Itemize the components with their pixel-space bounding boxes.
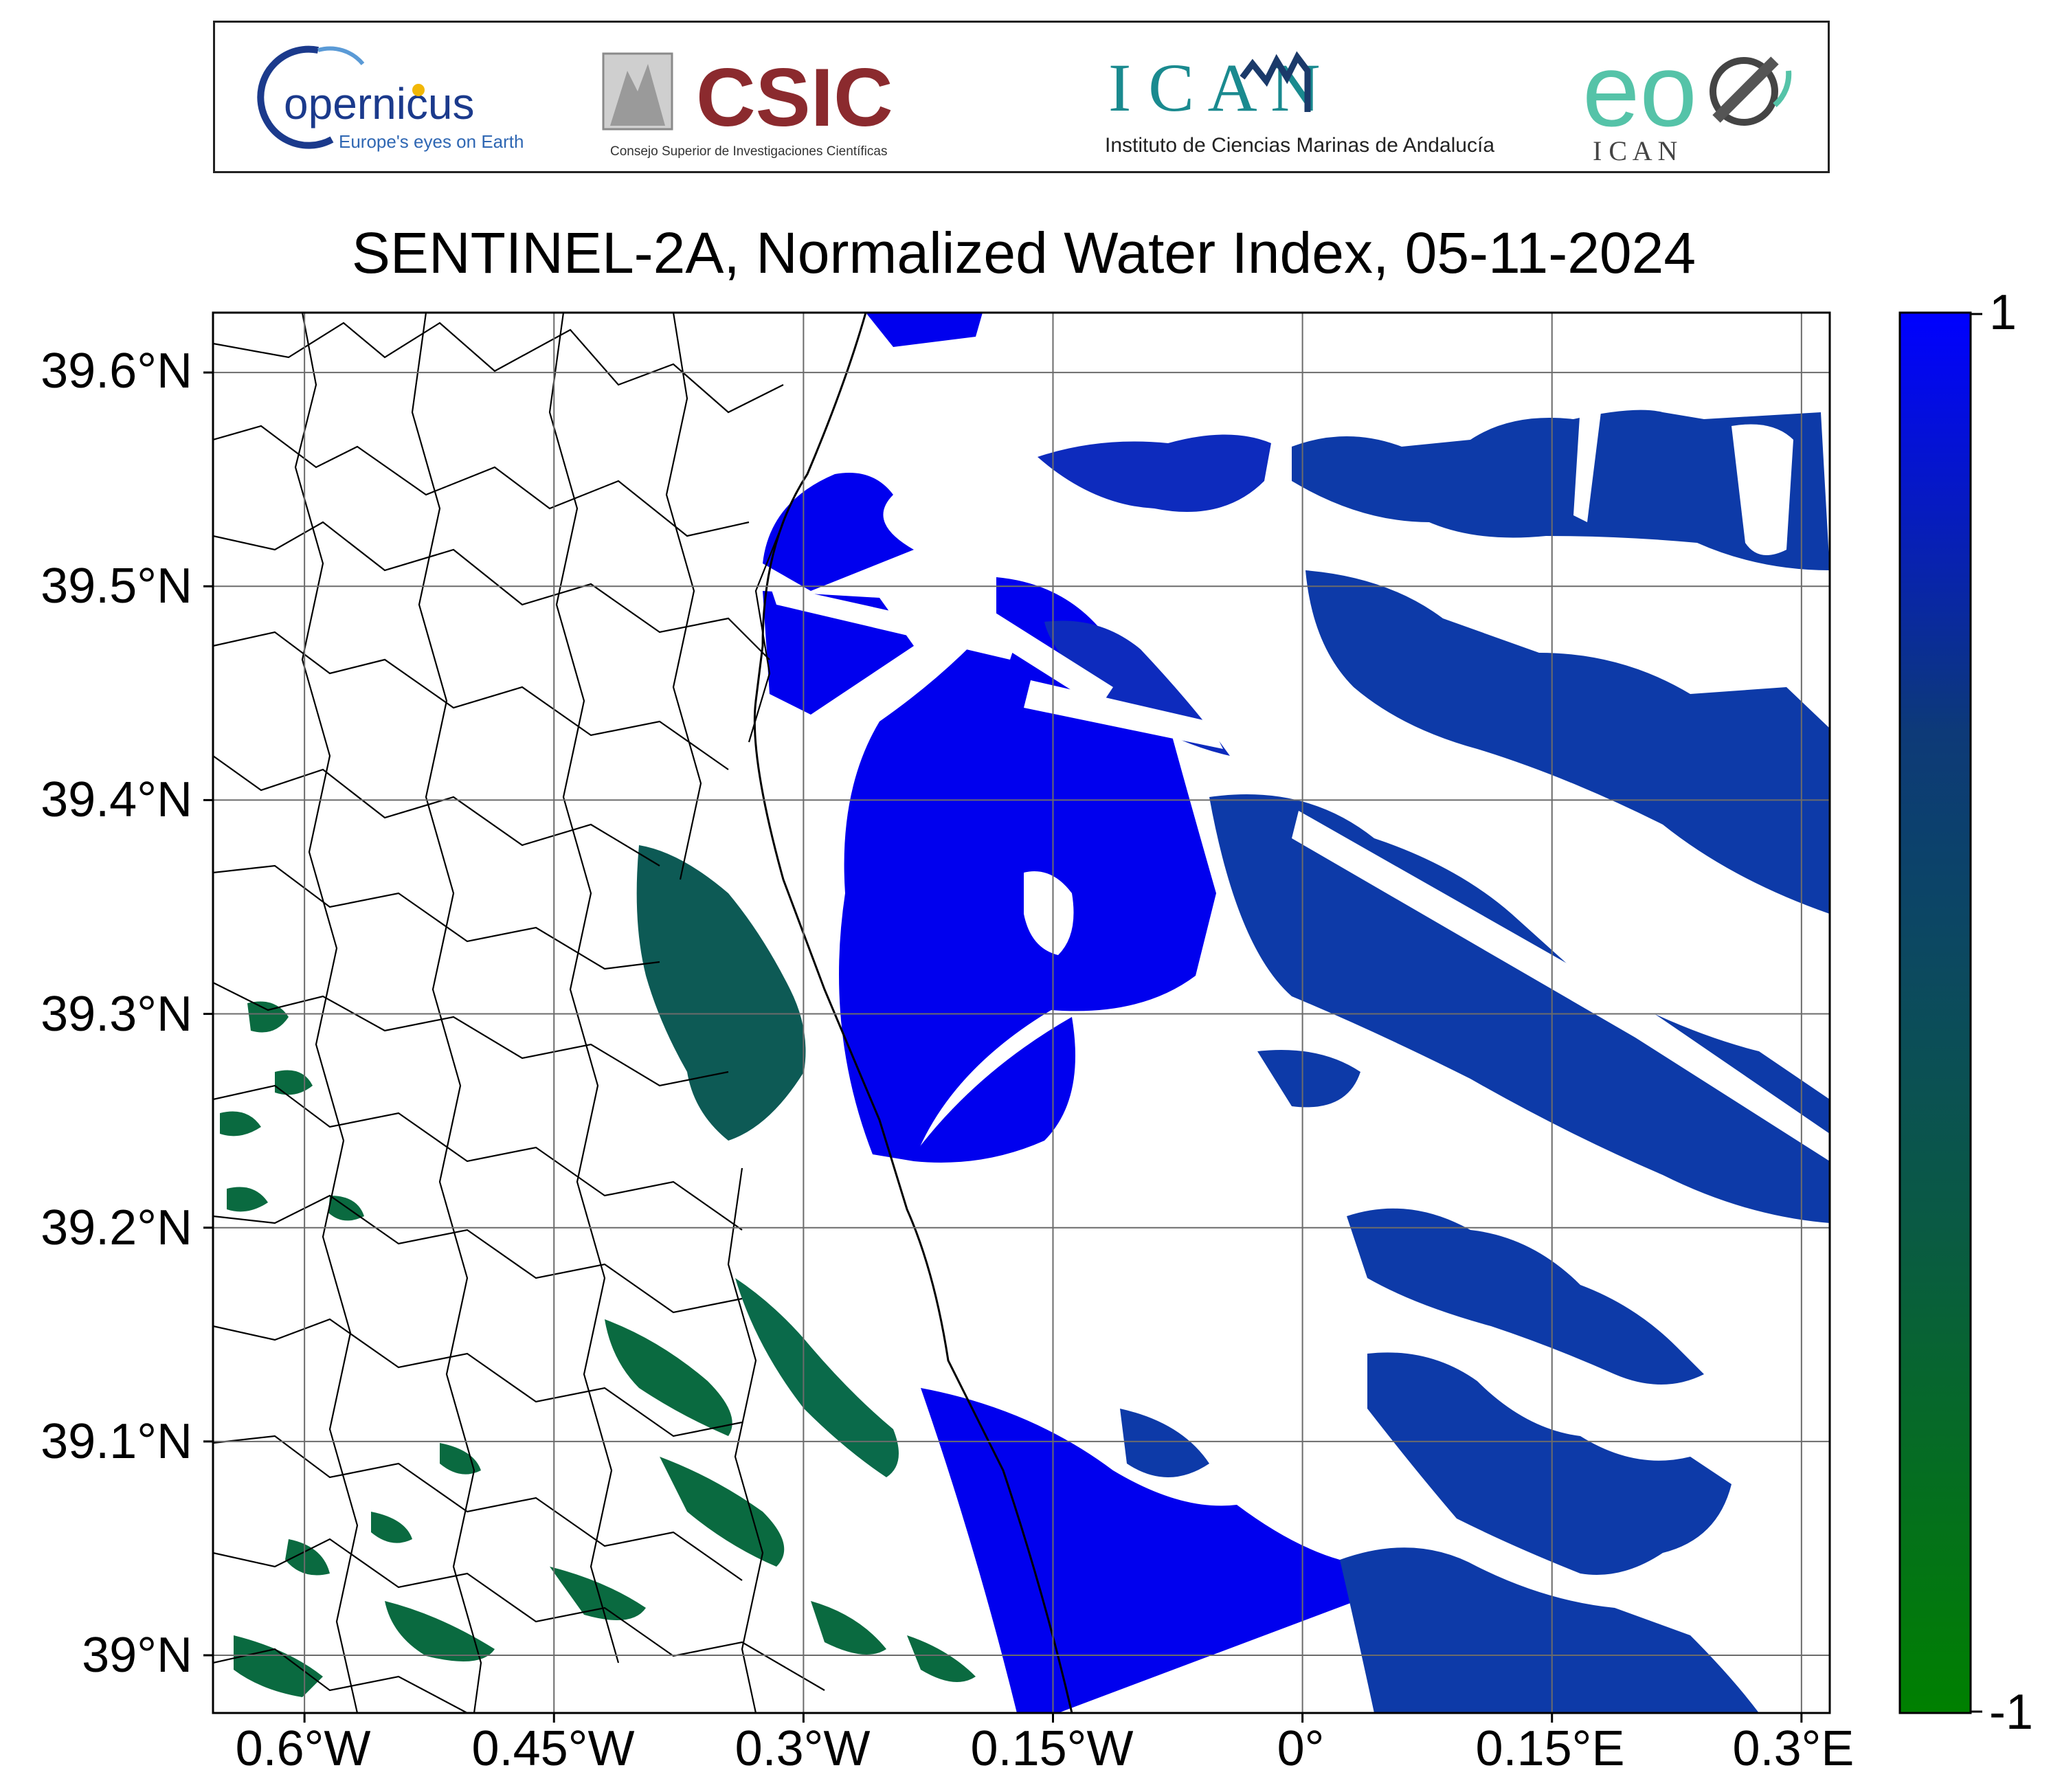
lon-label-0-15w: 0.15°W (970, 1721, 1134, 1776)
icman-logo: I C A N Instituto de Ciencias Marinas de… (1105, 49, 1494, 157)
coastline (753, 313, 1073, 1713)
water-dark-blue (1038, 410, 1830, 1713)
eo-wordmark: eo (1582, 32, 1697, 148)
lon-label-0-15e: 0.15°E (1475, 1721, 1625, 1776)
gridlines (203, 313, 1830, 1723)
colorbar-label-min: -1 (1989, 1685, 2034, 1740)
lon-label-0-3e: 0.3°E (1732, 1721, 1854, 1776)
lon-label-0-3w: 0.3°W (735, 1721, 871, 1776)
lat-label-39-3: 39.3°N (41, 987, 192, 1042)
copernicus-logo: opernicus Europe's eyes on Earth (257, 45, 524, 152)
colorbar-label-max: 1 (1989, 285, 2017, 340)
map-area (213, 313, 1830, 1713)
csic-wordmark: CSIC (696, 52, 893, 144)
eo-icman-logo: eo I C A N (1582, 32, 1792, 166)
lon-label-0-6w: 0.6°W (235, 1721, 371, 1776)
copernicus-wordmark: opernicus (284, 79, 475, 128)
lat-label-39-4: 39.4°N (41, 772, 192, 827)
lat-label-39-0: 39°N (82, 1628, 192, 1683)
csic-logo: CSIC Consejo Superior de Investigaciones… (602, 52, 893, 159)
lon-label-0-45w: 0.45°W (471, 1721, 635, 1776)
lon-label-0: 0° (1277, 1721, 1325, 1776)
copernicus-tagline: Europe's eyes on Earth (339, 131, 524, 152)
colorbar (1898, 311, 1972, 1714)
icman-wordmark: I C A N (1108, 49, 1320, 126)
icman-tagline: Instituto de Ciencias Marinas de Andaluc… (1105, 134, 1494, 157)
logo-artwork: opernicus Europe's eyes on Earth CSIC Co… (257, 32, 1792, 166)
csic-tagline: Consejo Superior de Investigaciones Cien… (610, 144, 887, 159)
eo-subwordmark: I C A N (1593, 135, 1677, 166)
lat-label-39-2: 39.2°N (41, 1200, 192, 1255)
map-title: SENTINEL-2A, Normalized Water Index, 05-… (351, 221, 1696, 285)
lat-label-39-1: 39.1°N (41, 1414, 192, 1469)
lat-label-39-5: 39.5°N (41, 559, 192, 614)
lat-label-39-6: 39.6°N (41, 344, 192, 399)
logo-banner: opernicus Europe's eyes on Earth CSIC Co… (213, 21, 1830, 173)
map-frame (212, 311, 1831, 1714)
municipal-boundaries (213, 313, 825, 1713)
cloud-mask-gaps (770, 405, 1830, 1216)
